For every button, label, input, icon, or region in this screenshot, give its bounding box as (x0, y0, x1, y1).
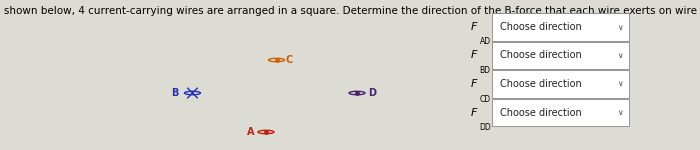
FancyBboxPatch shape (492, 42, 629, 69)
FancyBboxPatch shape (492, 70, 629, 98)
Text: C: C (286, 55, 293, 65)
Text: D: D (368, 88, 377, 98)
Text: Choose direction: Choose direction (500, 108, 582, 117)
Text: A: A (247, 127, 254, 137)
Text: BD: BD (480, 66, 491, 75)
Text: As shown below, 4 current-carrying wires are arranged in a square. Determine the: As shown below, 4 current-carrying wires… (0, 6, 700, 16)
Text: F: F (470, 22, 477, 32)
Text: B: B (172, 88, 178, 98)
Text: ∨: ∨ (617, 80, 622, 88)
Text: DD: DD (480, 123, 491, 132)
Text: F: F (470, 51, 477, 60)
Text: CD: CD (480, 94, 491, 103)
Text: AD: AD (480, 38, 491, 46)
Text: ∨: ∨ (617, 22, 622, 32)
Text: Choose direction: Choose direction (500, 51, 582, 60)
Text: F: F (470, 79, 477, 89)
Text: ∨: ∨ (617, 108, 622, 117)
FancyBboxPatch shape (492, 13, 629, 41)
Text: Choose direction: Choose direction (500, 79, 582, 89)
Text: F: F (470, 108, 477, 117)
Text: ∨: ∨ (617, 51, 622, 60)
Text: Choose direction: Choose direction (500, 22, 582, 32)
FancyBboxPatch shape (492, 99, 629, 126)
